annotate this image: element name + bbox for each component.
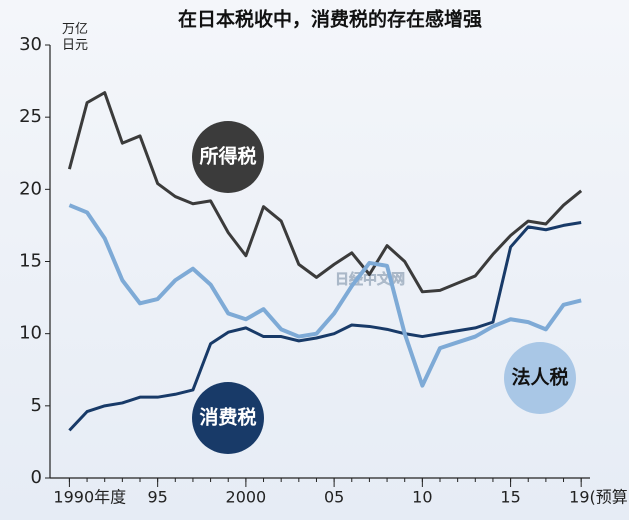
legend-marker (192, 382, 264, 454)
legend-label: 所得税 (199, 145, 256, 168)
y-tick-label: 10 (19, 323, 42, 344)
legend-label: 法人税 (511, 366, 568, 389)
y-tick-label: 30 (19, 34, 42, 55)
x-tick-label: 10 (412, 488, 432, 507)
y-tick-label: 25 (19, 106, 42, 127)
x-tick-label: 05 (324, 488, 344, 507)
series-line (68, 221, 582, 432)
legend-label: 消费税 (199, 406, 256, 429)
series-line (68, 203, 582, 388)
y-tick-label: 15 (19, 251, 42, 272)
x-tick-label: 1990年度 (53, 488, 126, 507)
y-tick-label: 20 (19, 178, 42, 199)
y-axis-unit: 万亿日元 (62, 22, 89, 53)
legend-marker (192, 121, 264, 193)
chart-title: 在日本税收中，消费税的存在感增强 (178, 8, 482, 31)
x-tick-label: 15 (500, 488, 520, 507)
legend-marker (504, 342, 576, 414)
x-tick-label: 2000 (226, 488, 267, 507)
x-tick-label: 19(预算) (569, 488, 629, 507)
y-tick-label: 5 (31, 395, 42, 416)
x-tick-label: 95 (147, 488, 167, 507)
y-tick-label: 0 (31, 467, 42, 488)
series-line (67, 91, 583, 294)
